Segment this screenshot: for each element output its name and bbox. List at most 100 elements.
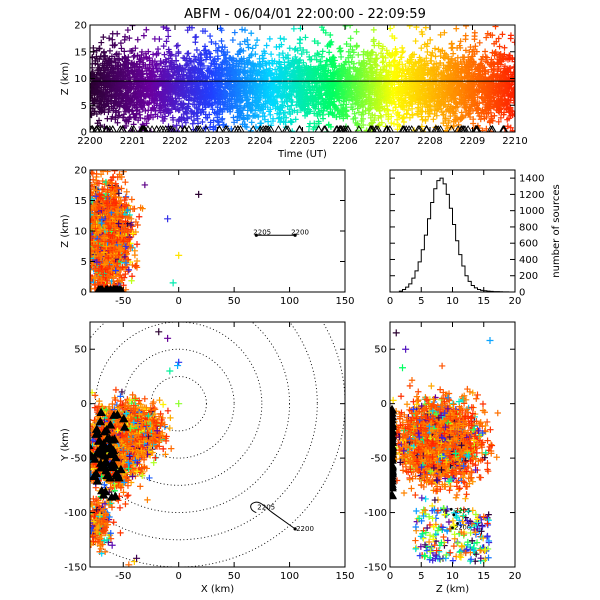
source-point <box>129 83 136 90</box>
source-point <box>262 60 269 67</box>
source-point <box>199 73 206 80</box>
source-point <box>192 39 199 46</box>
source-point <box>284 83 291 90</box>
source-point <box>337 102 344 109</box>
source-point <box>226 98 233 105</box>
source-point <box>124 64 131 71</box>
source-point <box>376 121 383 128</box>
source-point <box>188 113 195 120</box>
source-point <box>166 86 173 93</box>
source-point <box>433 81 440 88</box>
source-point <box>246 69 253 76</box>
source-point <box>485 92 492 99</box>
source-point <box>120 61 127 68</box>
source-point <box>214 108 221 115</box>
source-point <box>109 30 116 37</box>
source-point <box>385 107 392 114</box>
source-point <box>185 50 192 57</box>
source-point <box>90 105 96 112</box>
source-point <box>418 57 425 64</box>
source-point <box>498 97 505 104</box>
source-point <box>165 55 172 62</box>
source-point <box>439 74 446 81</box>
source-point <box>392 46 399 53</box>
source-point <box>396 65 403 72</box>
source-point <box>252 51 259 58</box>
source-point <box>395 112 402 119</box>
source-point <box>414 110 421 117</box>
source-point <box>188 96 195 103</box>
source-point <box>434 63 441 70</box>
source-point <box>502 82 509 89</box>
source-point <box>122 105 129 112</box>
source-point <box>140 54 147 61</box>
source-point <box>219 43 226 50</box>
source-point <box>478 56 485 63</box>
source-point <box>298 51 305 58</box>
source-point <box>365 93 372 100</box>
source-point <box>241 121 248 128</box>
source-point <box>307 89 314 96</box>
source-point <box>391 120 398 127</box>
source-point <box>345 97 352 104</box>
source-point <box>265 118 272 125</box>
source-point <box>355 51 362 58</box>
source-point <box>150 90 157 97</box>
source-point <box>143 87 150 94</box>
source-point <box>90 90 95 97</box>
source-point <box>407 58 414 65</box>
source-point <box>180 84 187 91</box>
source-point <box>442 127 449 132</box>
source-point <box>479 127 486 132</box>
source-point <box>137 56 144 63</box>
source-point <box>252 97 259 104</box>
source-point <box>444 106 451 113</box>
source-point <box>191 53 198 60</box>
source-point <box>504 100 511 107</box>
source-point <box>255 94 262 101</box>
source-point <box>160 43 167 50</box>
source-point <box>322 29 329 36</box>
source-point <box>431 67 438 74</box>
source-point <box>261 48 268 55</box>
source-point <box>466 110 473 117</box>
source-point <box>477 116 484 123</box>
source-point <box>399 103 406 110</box>
source-point <box>217 106 224 113</box>
source-point <box>175 50 182 57</box>
source-point <box>189 101 196 108</box>
source-point <box>194 85 201 92</box>
source-point <box>392 104 399 111</box>
source-point <box>109 93 116 100</box>
source-point <box>290 63 297 70</box>
source-point <box>191 117 198 124</box>
source-point <box>434 106 441 113</box>
source-point <box>248 102 255 109</box>
source-point <box>491 40 498 47</box>
source-point <box>331 57 338 64</box>
source-point <box>160 117 167 124</box>
source-point <box>288 118 295 125</box>
source-point <box>261 113 268 120</box>
source-point <box>378 113 385 120</box>
source-point <box>169 71 176 78</box>
source-point <box>497 105 504 112</box>
source-point <box>160 59 167 66</box>
source-point <box>403 110 410 117</box>
source-point <box>442 65 449 72</box>
source-point <box>389 85 396 92</box>
source-point <box>140 32 147 39</box>
source-point <box>483 125 490 132</box>
source-point <box>259 109 266 116</box>
source-point <box>225 72 232 79</box>
source-point <box>385 74 392 81</box>
source-point <box>418 113 425 120</box>
source-point <box>413 60 420 67</box>
source-point <box>240 86 247 93</box>
source-point <box>367 114 374 121</box>
source-point <box>344 87 351 94</box>
source-point <box>501 65 508 72</box>
source-point <box>296 99 303 106</box>
source-point <box>279 50 286 57</box>
